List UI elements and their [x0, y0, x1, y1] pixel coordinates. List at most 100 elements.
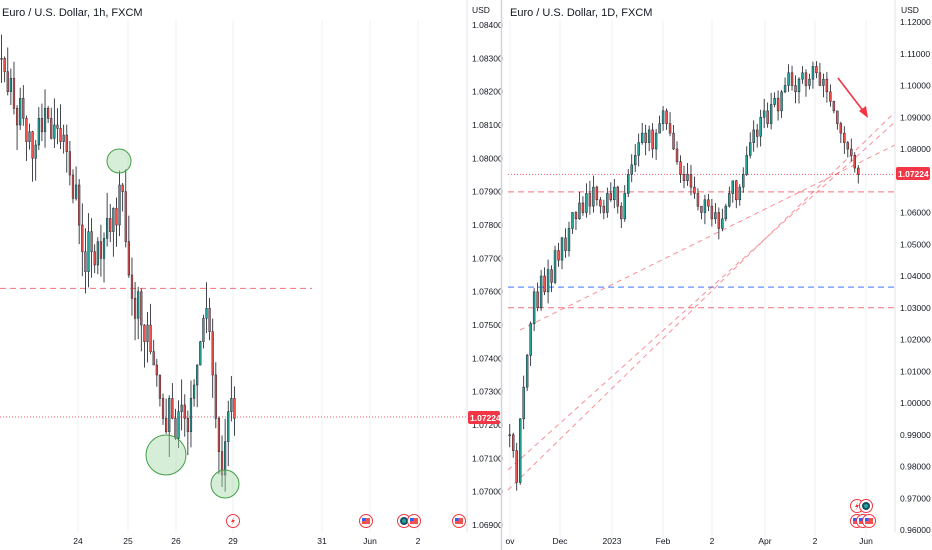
us-flag-icon[interactable]: [407, 514, 421, 528]
event-icon[interactable]: [859, 499, 873, 513]
right-candle-body: [742, 174, 745, 188]
right-candle-body: [766, 110, 769, 124]
right-candle-body: [776, 97, 780, 112]
right-candle-body: [508, 434, 511, 436]
right-candle-body: [783, 85, 787, 93]
right-candle-body: [529, 323, 532, 356]
right-candle-body: [532, 291, 536, 324]
us-flag-icon[interactable]: [862, 514, 876, 528]
us-flag-icon[interactable]: [452, 514, 466, 528]
right-candle-body: [581, 202, 585, 213]
left-y-tick-label: 1.08200: [472, 87, 503, 97]
right-price-axis[interactable]: 1.12000 1.11000 1.10000 1.09000 1.08000 1.060…: [900, 17, 931, 535]
right-candle-body: [557, 250, 560, 261]
left-candle-body: [140, 291, 143, 326]
left-candle-body: [65, 134, 68, 152]
right-y-tick-label: 1.12000: [900, 17, 931, 27]
right-candle-body: [682, 174, 686, 181]
left-y-tick-label: 1.06900: [472, 520, 503, 530]
right-candle-body: [522, 386, 525, 420]
right-candle-body: [829, 91, 832, 102]
right-candle-body: [675, 148, 679, 162]
left-event-icons[interactable]: [226, 514, 466, 528]
right-candle-body: [689, 174, 693, 188]
right-x-tick-label: Apr: [758, 536, 771, 546]
right-last-price-badge: 1.07224: [896, 167, 930, 180]
flash-icon[interactable]: [226, 514, 240, 528]
left-candle-body: [43, 108, 47, 132]
left-time-axis[interactable]: 24 25 26 29 31 Jun 2: [73, 536, 420, 546]
right-candle-body: [790, 72, 794, 86]
left-candle-body: [168, 398, 171, 432]
right-candle-body: [738, 186, 741, 201]
right-candle-body: [808, 78, 811, 86]
left-y-tick-label: 1.07000: [472, 487, 503, 497]
right-candle-body: [700, 205, 703, 213]
left-candle-body: [227, 411, 230, 442]
right-candle-body: [717, 212, 721, 229]
right-candle-body: [550, 269, 553, 283]
right-candle-body: [853, 155, 856, 169]
right-candle-body: [707, 199, 710, 207]
us-flag-icon[interactable]: [359, 514, 373, 528]
right-candle-body: [668, 123, 672, 134]
right-chart-panel[interactable]: 1.12000 1.11000 1.10000 1.09000 1.08000 1.060…: [506, 0, 931, 546]
right-candle-body: [512, 434, 515, 451]
right-candle-body: [857, 167, 860, 175]
left-x-tick-label: 26: [171, 536, 181, 546]
right-candle-body: [637, 142, 640, 156]
right-event-icons[interactable]: [850, 499, 876, 528]
right-x-tick-label: 2023: [603, 536, 622, 546]
right-time-axis[interactable]: ov Dec 2023 Feb 2 Apr 2 Jun: [506, 536, 874, 546]
left-candle-body: [40, 118, 44, 132]
right-candle-body: [686, 174, 689, 181]
left-candle-body: [202, 318, 205, 342]
right-candle-body: [735, 180, 738, 201]
left-x-tick-label: Jun: [363, 536, 377, 546]
left-candle-body: [189, 398, 193, 432]
right-candle-body: [787, 72, 790, 86]
left-candle-body: [15, 108, 19, 126]
left-candle-body: [115, 208, 118, 226]
event-icon-dot: [864, 504, 868, 508]
left-candle-body: [47, 108, 50, 119]
left-candle-body: [50, 118, 53, 139]
left-candle-body: [127, 241, 130, 276]
left-axis-unit: USD: [472, 5, 490, 15]
highlight-circle: [106, 148, 132, 174]
right-y-tick-label: 0.96000: [900, 525, 931, 535]
right-candle-body: [759, 117, 762, 137]
left-candle-body: [165, 418, 168, 432]
event-icon[interactable]: [397, 514, 411, 528]
right-candle-body: [623, 193, 626, 220]
right-trend-lines: [507, 111, 896, 491]
right-candle-body: [731, 180, 735, 194]
right-candle-body: [850, 148, 853, 156]
right-candle-body: [613, 186, 616, 201]
left-candle-body: [177, 411, 180, 439]
left-candle-body: [99, 241, 103, 259]
us-flag-icon-stripes: [865, 518, 873, 524]
left-candle-body: [224, 441, 227, 476]
left-candle-body: [84, 251, 87, 272]
left-candle-body: [28, 131, 31, 142]
left-candle-body: [152, 351, 155, 366]
right-candle-body: [804, 72, 808, 86]
left-candle-body: [71, 174, 75, 199]
left-candle-body: [9, 78, 12, 92]
right-candle-body: [794, 85, 797, 93]
left-candle-body: [208, 308, 211, 332]
right-y-tick-label: 0.97000: [900, 493, 931, 503]
left-chart-panel[interactable]: 1.08400 1.08300 1.08200 1.08100 1.08000 1.079…: [0, 0, 503, 546]
us-flag-icon-canton: [865, 518, 869, 521]
left-candle-body: [171, 398, 174, 419]
us-flag-icon-canton: [362, 518, 366, 521]
left-candle-body: [62, 134, 65, 142]
left-candle-body: [25, 118, 28, 142]
right-candle-body: [721, 218, 724, 229]
left-price-axis[interactable]: 1.08400 1.08300 1.08200 1.08100 1.08000 1.079…: [472, 20, 503, 530]
left-y-tick-label: 1.07400: [472, 353, 503, 363]
left-x-tick-label: 31: [317, 536, 327, 546]
event-icon-dot: [402, 519, 406, 523]
left-candle-body: [199, 341, 202, 366]
